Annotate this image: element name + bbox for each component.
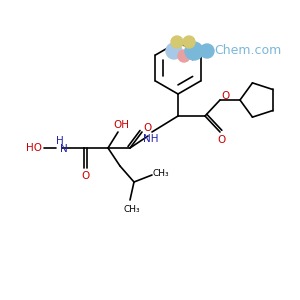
Text: O: O: [143, 123, 151, 133]
Text: CH₃: CH₃: [124, 206, 140, 214]
Text: H: H: [56, 136, 64, 146]
Circle shape: [171, 36, 183, 48]
Text: N: N: [60, 144, 68, 154]
Circle shape: [200, 44, 214, 58]
Text: O: O: [218, 135, 226, 145]
Text: HO: HO: [26, 143, 42, 153]
Circle shape: [178, 50, 190, 62]
Text: O: O: [221, 91, 229, 101]
Text: NH: NH: [143, 134, 159, 144]
Text: CH₃: CH₃: [153, 169, 169, 178]
Text: O: O: [81, 171, 89, 181]
Text: Chem.com: Chem.com: [214, 44, 282, 58]
Circle shape: [166, 43, 182, 59]
Text: OH: OH: [113, 120, 129, 130]
Circle shape: [185, 42, 203, 60]
Circle shape: [183, 36, 195, 48]
